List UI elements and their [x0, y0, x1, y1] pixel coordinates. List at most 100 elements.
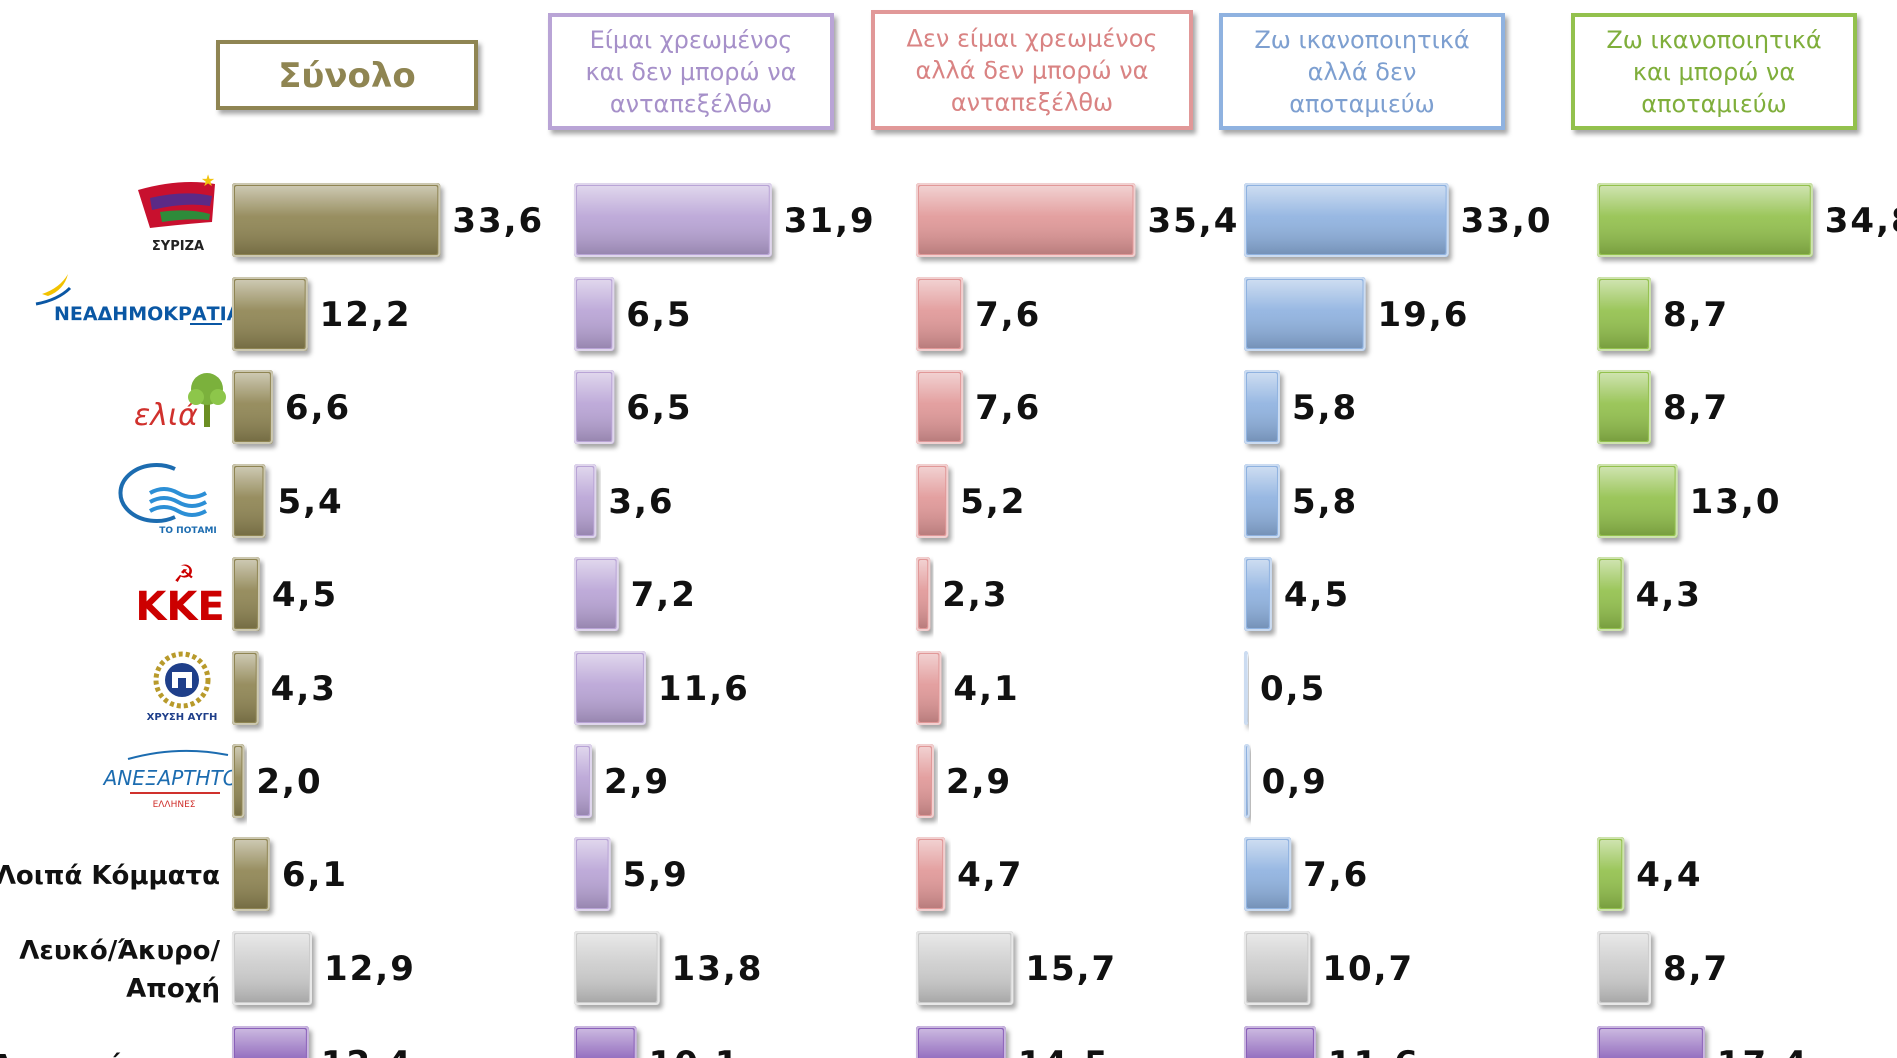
bar-shine: [577, 840, 608, 908]
bar-bevel: [1244, 744, 1250, 818]
bar-bevel: [1244, 464, 1280, 538]
row-label: Λοιπά Κόμματα: [0, 861, 220, 891]
bar-bevel: [1597, 931, 1651, 1005]
bar-shine: [1600, 186, 1810, 254]
bar-shine: [1600, 1029, 1702, 1058]
data-label: 6,5: [626, 388, 692, 428]
bar-group: 2,3: [916, 557, 1006, 631]
bar-bevel: [574, 464, 597, 538]
bar-shine: [1247, 280, 1363, 348]
data-label: 13,8: [672, 949, 764, 989]
bar-group: 5,8: [1244, 464, 1356, 538]
bar-bevel: [1597, 277, 1651, 351]
bar-shine: [919, 467, 946, 535]
bar-group: 5,8: [1244, 370, 1356, 444]
data-label: 5,4: [277, 482, 343, 522]
data-label: 6,6: [285, 388, 351, 428]
bar-bevel: [1597, 837, 1625, 911]
bar-group: 12,2: [232, 277, 412, 351]
svg-text:ΝΕΑΔΗΜΟΚΡΑΤΙΑ: ΝΕΑΔΗΜΟΚΡΑΤΙΑ: [54, 303, 242, 325]
data-label: 4,3: [271, 669, 337, 709]
data-label: 14,5: [1018, 1044, 1110, 1058]
bar-shine: [235, 934, 309, 1002]
bar-shine: [919, 560, 928, 628]
column-header-line: ανταπεξέλθω: [610, 90, 772, 118]
bar-bevel: [574, 1026, 637, 1058]
bar-group: 2,0: [232, 744, 321, 818]
bar-bevel: [916, 557, 931, 631]
bar-group: 31,9: [574, 183, 876, 257]
data-label: 0,5: [1260, 669, 1326, 709]
bar-group: 4,4: [1597, 837, 1701, 911]
bar-bevel: [232, 557, 260, 631]
data-label: 12,2: [320, 295, 412, 335]
column-header-line: αλλά δεν μπορώ να: [916, 56, 1149, 84]
bar-bevel: [574, 277, 615, 351]
bar-group: 8,7: [1597, 277, 1727, 351]
data-label: 7,6: [975, 295, 1041, 335]
potami-logo: ΤΟ ΠΟΤΑΜΙ: [118, 463, 217, 536]
svg-text:ΑΝΕΞΑΡΤΗΤΟΙ: ΑΝΕΞΑΡΤΗΤΟΙ: [102, 766, 245, 790]
bar-bevel: [574, 931, 660, 1005]
xa-logo: ΧΡΥΣΗ ΑΥΓΗ: [147, 651, 217, 723]
bar-bevel: [916, 837, 946, 911]
bar-group: 13,8: [574, 931, 764, 1005]
column-header-line: ανταπεξέλθω: [951, 88, 1113, 116]
bar-group: 14,5: [916, 1026, 1110, 1058]
bar-shine: [1600, 840, 1622, 908]
bar-group: 6,5: [574, 277, 691, 351]
data-label: 4,1: [953, 669, 1019, 709]
bar-shine: [1600, 467, 1675, 535]
bar-shine: [577, 654, 643, 722]
bar-shine: [919, 373, 961, 441]
bar-bevel: [232, 744, 245, 818]
data-label: 7,6: [975, 388, 1041, 428]
bar-shine: [1247, 186, 1446, 254]
bar-group: 4,1: [916, 651, 1019, 725]
bar-bevel: [916, 277, 964, 351]
data-label: 6,1: [282, 855, 348, 895]
bar-shine: [235, 1029, 306, 1058]
bar-bevel: [916, 370, 964, 444]
anel-logo: ΑΝΕΞΑΡΤΗΤΟΙ ΕΛΛΗΝΕΣ: [102, 749, 245, 810]
bar-shine: [577, 280, 612, 348]
bar-shine: [919, 654, 939, 722]
data-label: 4,5: [272, 575, 338, 615]
column-header-line: αποταμιεύω: [1289, 90, 1435, 118]
data-label: 8,7: [1663, 949, 1729, 989]
data-label: 12,9: [324, 949, 416, 989]
bar-bevel: [232, 837, 270, 911]
bar-bevel: [916, 1026, 1006, 1058]
data-label: 7,6: [1303, 855, 1369, 895]
bar-shine: [235, 560, 257, 628]
svg-text:ΚΚΕ: ΚΚΕ: [135, 584, 224, 630]
data-label: 31,9: [784, 201, 876, 241]
data-label: 33,0: [1461, 201, 1553, 241]
bar-bevel: [232, 651, 259, 725]
data-label: 10,7: [1322, 949, 1414, 989]
bar-shine: [577, 747, 589, 815]
bar-shine: [919, 1029, 1003, 1058]
bar-bevel: [574, 744, 592, 818]
bar-group: 5,4: [232, 464, 343, 538]
data-label: 2,9: [604, 762, 670, 802]
bar-bevel: [1597, 464, 1678, 538]
column-header-2: Είμαι χρεωμένος και δεν μπορώ να ανταπεξέλ…: [548, 13, 834, 130]
bar-group: 6,1: [232, 837, 348, 911]
bar-shine: [235, 747, 242, 815]
svg-text:ΣΥΡΙΖΑ: ΣΥΡΙΖΑ: [152, 239, 204, 254]
bar-group: 10,1: [574, 1026, 739, 1058]
bar-shine: [577, 186, 769, 254]
bar-group: 6,6: [232, 370, 351, 444]
column-header-1: Σύνολο: [216, 40, 478, 110]
bar-group: 19,6: [1244, 277, 1467, 351]
bar-group: 10,7: [1244, 931, 1414, 1005]
bar-shine: [1247, 934, 1308, 1002]
data-label: 13,0: [1690, 482, 1782, 522]
svg-text:ελιά: ελιά: [134, 398, 198, 433]
bar-group: 12,4: [232, 1026, 411, 1058]
bar-shine: [1247, 840, 1289, 908]
bar-group: 5,9: [574, 837, 687, 911]
bar-shine: [1247, 373, 1277, 441]
row-labels: Λοιπά Κόμματα Λευκό/Άκυρο/Αποχή Αναποφάσισ…: [0, 861, 220, 1058]
